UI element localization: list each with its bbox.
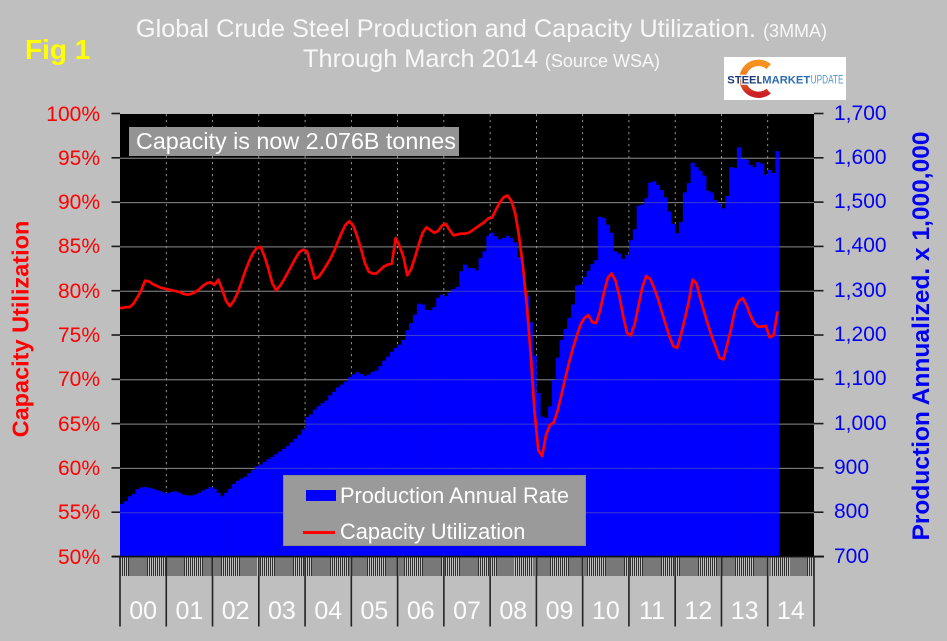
svg-text:STEEL: STEEL [727, 74, 763, 86]
svg-text:UPDATE: UPDATE [811, 74, 844, 87]
svg-text:MARKET: MARKET [762, 74, 810, 86]
